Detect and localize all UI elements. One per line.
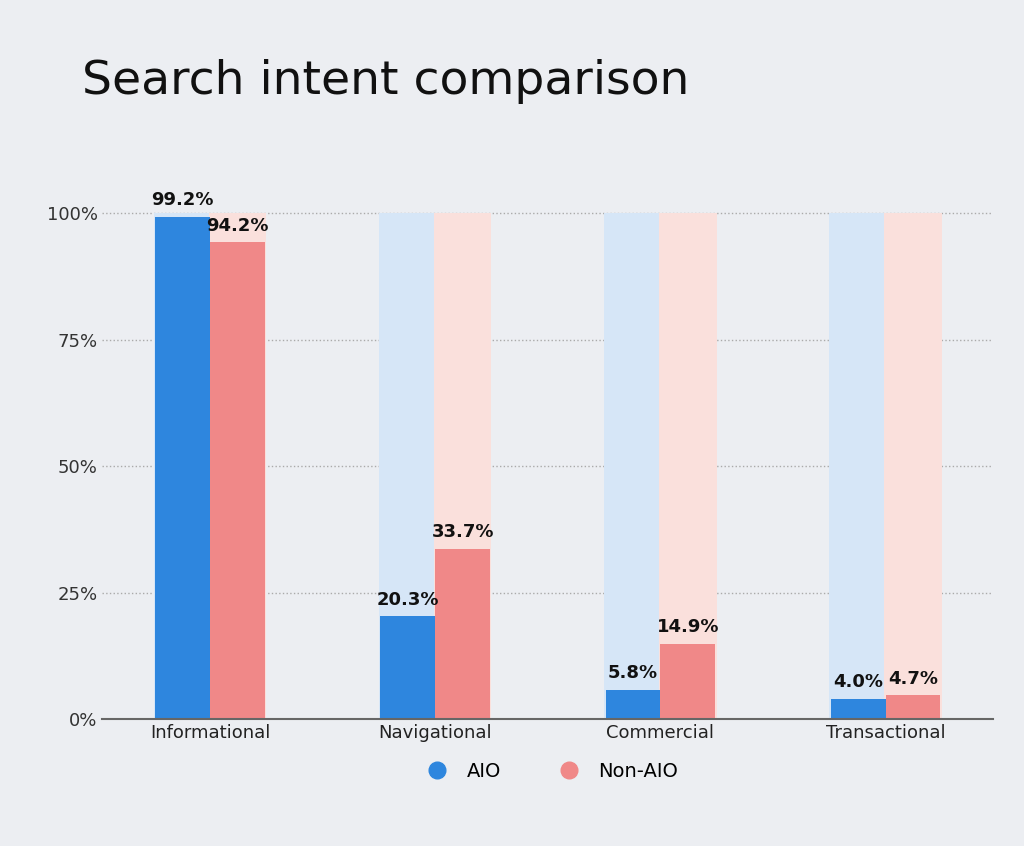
Bar — [829, 213, 887, 719]
Bar — [210, 242, 265, 719]
Text: 4.0%: 4.0% — [834, 673, 883, 691]
Bar — [156, 217, 210, 719]
Text: Search intent comparison: Search intent comparison — [82, 59, 689, 104]
Text: 4.7%: 4.7% — [888, 670, 938, 688]
Bar — [209, 213, 266, 719]
Bar — [381, 617, 435, 719]
Bar — [154, 213, 212, 719]
Text: 20.3%: 20.3% — [377, 591, 439, 609]
Bar — [604, 213, 662, 719]
Bar — [659, 213, 717, 719]
Text: 14.9%: 14.9% — [656, 618, 719, 636]
Text: 33.7%: 33.7% — [431, 523, 494, 541]
Bar — [830, 699, 886, 719]
Bar — [884, 213, 942, 719]
Text: 5.8%: 5.8% — [608, 664, 658, 682]
Bar — [605, 689, 660, 719]
Bar — [660, 644, 715, 719]
Bar — [435, 548, 490, 719]
Text: 99.2%: 99.2% — [152, 191, 214, 210]
Legend: AIO, Non-AIO: AIO, Non-AIO — [410, 754, 686, 788]
Bar — [379, 213, 436, 719]
Bar — [434, 213, 492, 719]
Bar — [886, 695, 940, 719]
Text: 94.2%: 94.2% — [206, 217, 268, 235]
